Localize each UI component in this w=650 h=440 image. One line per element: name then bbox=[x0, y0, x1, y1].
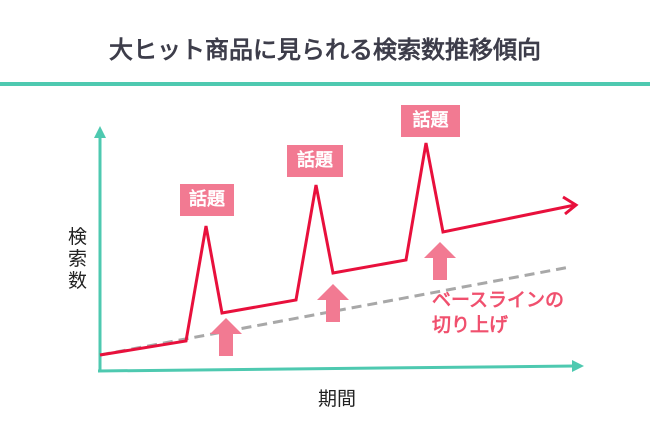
baseline-note-line2: 切り上げ bbox=[432, 314, 509, 336]
baseline-up-arrows bbox=[210, 242, 456, 356]
trend-arrowhead-icon bbox=[562, 195, 579, 216]
up-arrow-3 bbox=[424, 242, 456, 280]
search-trend-line bbox=[99, 142, 576, 357]
up-arrow-1 bbox=[210, 318, 242, 356]
x-axis-label: 期間 bbox=[318, 388, 357, 410]
title-underline bbox=[0, 82, 650, 86]
y-axis bbox=[94, 126, 106, 372]
x-axis bbox=[97, 360, 584, 373]
spike-label-3: 話題 bbox=[401, 105, 460, 137]
baseline-note: ベースラインの 切り上げ bbox=[432, 288, 564, 338]
y-axis-label: 検索数 bbox=[68, 226, 88, 292]
baseline-note-line1: ベースラインの bbox=[432, 289, 565, 311]
up-arrow-2 bbox=[317, 284, 349, 322]
spike-label-2: 話題 bbox=[287, 145, 343, 177]
diagram-title: 大ヒット商品に見られる検索数推移傾向 bbox=[109, 36, 541, 64]
spike-label-1: 話題 bbox=[180, 184, 234, 216]
